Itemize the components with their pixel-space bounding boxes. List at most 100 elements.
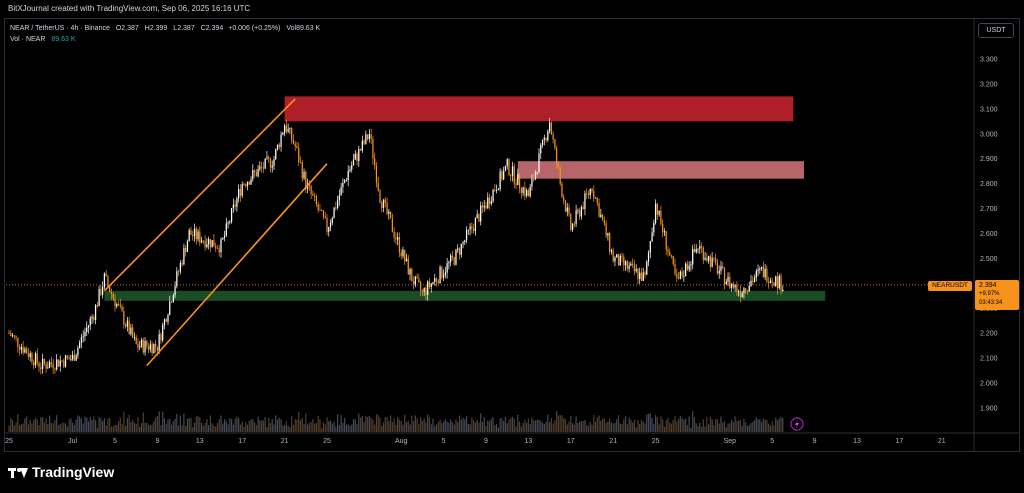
- volume-bar: [349, 426, 351, 432]
- candle-body: [564, 200, 567, 212]
- volume-bar: [435, 424, 438, 432]
- candle-body: [437, 281, 439, 284]
- tradingview-logo[interactable]: TradingView: [8, 463, 114, 481]
- support-zone: [104, 290, 826, 301]
- volume-bar: [22, 423, 24, 432]
- volume-bar: [706, 417, 708, 432]
- x-tick-label: 25: [5, 438, 13, 445]
- close-label: C: [200, 25, 206, 32]
- candle-body: [264, 158, 266, 169]
- candle-body: [149, 344, 151, 350]
- candle-body: [283, 125, 286, 133]
- symbol-legend[interactable]: NEAR / TetherUS · 4h · Binance O2.387 H2…: [10, 25, 320, 32]
- symbol-name[interactable]: NEAR / TetherUS · 4h · Binance: [10, 25, 110, 32]
- volume-bar: [117, 421, 120, 432]
- candle-body: [554, 139, 556, 148]
- volume-bar: [306, 424, 309, 432]
- volume-bar: [91, 419, 93, 432]
- volume-bar: [616, 419, 618, 432]
- candle-body: [379, 190, 381, 203]
- volume-bar: [437, 421, 439, 432]
- volume-bar: [750, 422, 752, 432]
- candle-body: [526, 190, 528, 196]
- candle-body: [759, 268, 761, 270]
- volume-bar: [181, 425, 183, 432]
- candle-body: [397, 237, 399, 240]
- candle-body: [439, 266, 441, 284]
- volume-bar: [119, 417, 121, 432]
- candle-body: [382, 199, 385, 208]
- volume-bar: [462, 417, 464, 432]
- x-tick-label: 25: [323, 438, 331, 445]
- candle-body: [193, 228, 196, 236]
- candle-body: [577, 210, 579, 212]
- candle-body: [128, 320, 130, 335]
- volume-bar: [126, 418, 128, 432]
- candle-body: [697, 248, 699, 250]
- candle-body: [245, 184, 247, 187]
- channel-upper-line: [103, 98, 296, 292]
- volume-bar: [13, 425, 15, 432]
- volume-bar: [545, 421, 547, 432]
- volume-bar: [450, 419, 452, 432]
- volume-bar: [529, 424, 531, 432]
- volume-bar: [690, 427, 692, 432]
- candle-body: [411, 269, 413, 282]
- volume-bar: [556, 410, 558, 432]
- candle-body: [384, 199, 386, 203]
- volume-bar: [584, 419, 586, 432]
- candle-body: [389, 211, 392, 219]
- volume-bar: [331, 423, 333, 432]
- candle-body: [66, 355, 68, 358]
- volume-bar: [197, 416, 199, 432]
- volume-bar: [335, 426, 337, 432]
- volume-bar: [393, 418, 395, 432]
- candle-body: [370, 134, 372, 139]
- volume-bar: [206, 419, 208, 432]
- candle-body: [462, 242, 464, 244]
- volume-bar: [89, 416, 91, 432]
- candle-body: [591, 188, 593, 192]
- candle-body: [386, 202, 388, 214]
- volume-bar: [759, 419, 761, 432]
- volume-bar: [269, 423, 272, 432]
- volume-bar: [43, 422, 45, 432]
- candle-body: [720, 266, 722, 271]
- x-tick-label: 17: [567, 438, 575, 445]
- candle-body: [626, 261, 628, 269]
- currency-button[interactable]: USDT: [978, 23, 1014, 38]
- candle-body: [522, 187, 524, 194]
- y-tick-label: 2.600: [980, 231, 998, 238]
- volume-bar: [123, 412, 125, 432]
- volume-bar: [301, 417, 303, 432]
- volume-indicator-legend[interactable]: Vol · NEAR 89.63 K: [10, 36, 76, 43]
- candle-body: [294, 143, 296, 147]
- volume-bar: [261, 420, 263, 432]
- volume-bar: [439, 419, 441, 432]
- candle-body: [374, 158, 376, 166]
- volume-bar: [340, 415, 342, 432]
- candle-body: [135, 337, 137, 345]
- candle-body: [218, 248, 220, 253]
- candle-body: [646, 261, 648, 275]
- volume-bar: [404, 414, 406, 432]
- volume-bar: [460, 419, 462, 432]
- candle-body: [70, 359, 72, 361]
- volume-bar: [278, 417, 280, 432]
- volume-bar: [485, 426, 487, 432]
- candle-body: [557, 163, 560, 169]
- candle-body: [451, 255, 454, 258]
- volume-bar: [646, 414, 648, 432]
- x-tick-label: Jul: [68, 438, 77, 445]
- candle-body: [692, 248, 694, 265]
- volume-bar: [155, 417, 157, 432]
- volume-bar: [238, 417, 240, 432]
- candle-body: [494, 189, 496, 191]
- candle-body: [20, 347, 22, 350]
- volume-indicator-label[interactable]: Vol · NEAR: [10, 36, 46, 43]
- candle-body: [407, 258, 409, 275]
- volume-bar: [29, 419, 31, 432]
- volume-bar: [432, 418, 434, 432]
- candle-body: [775, 276, 777, 286]
